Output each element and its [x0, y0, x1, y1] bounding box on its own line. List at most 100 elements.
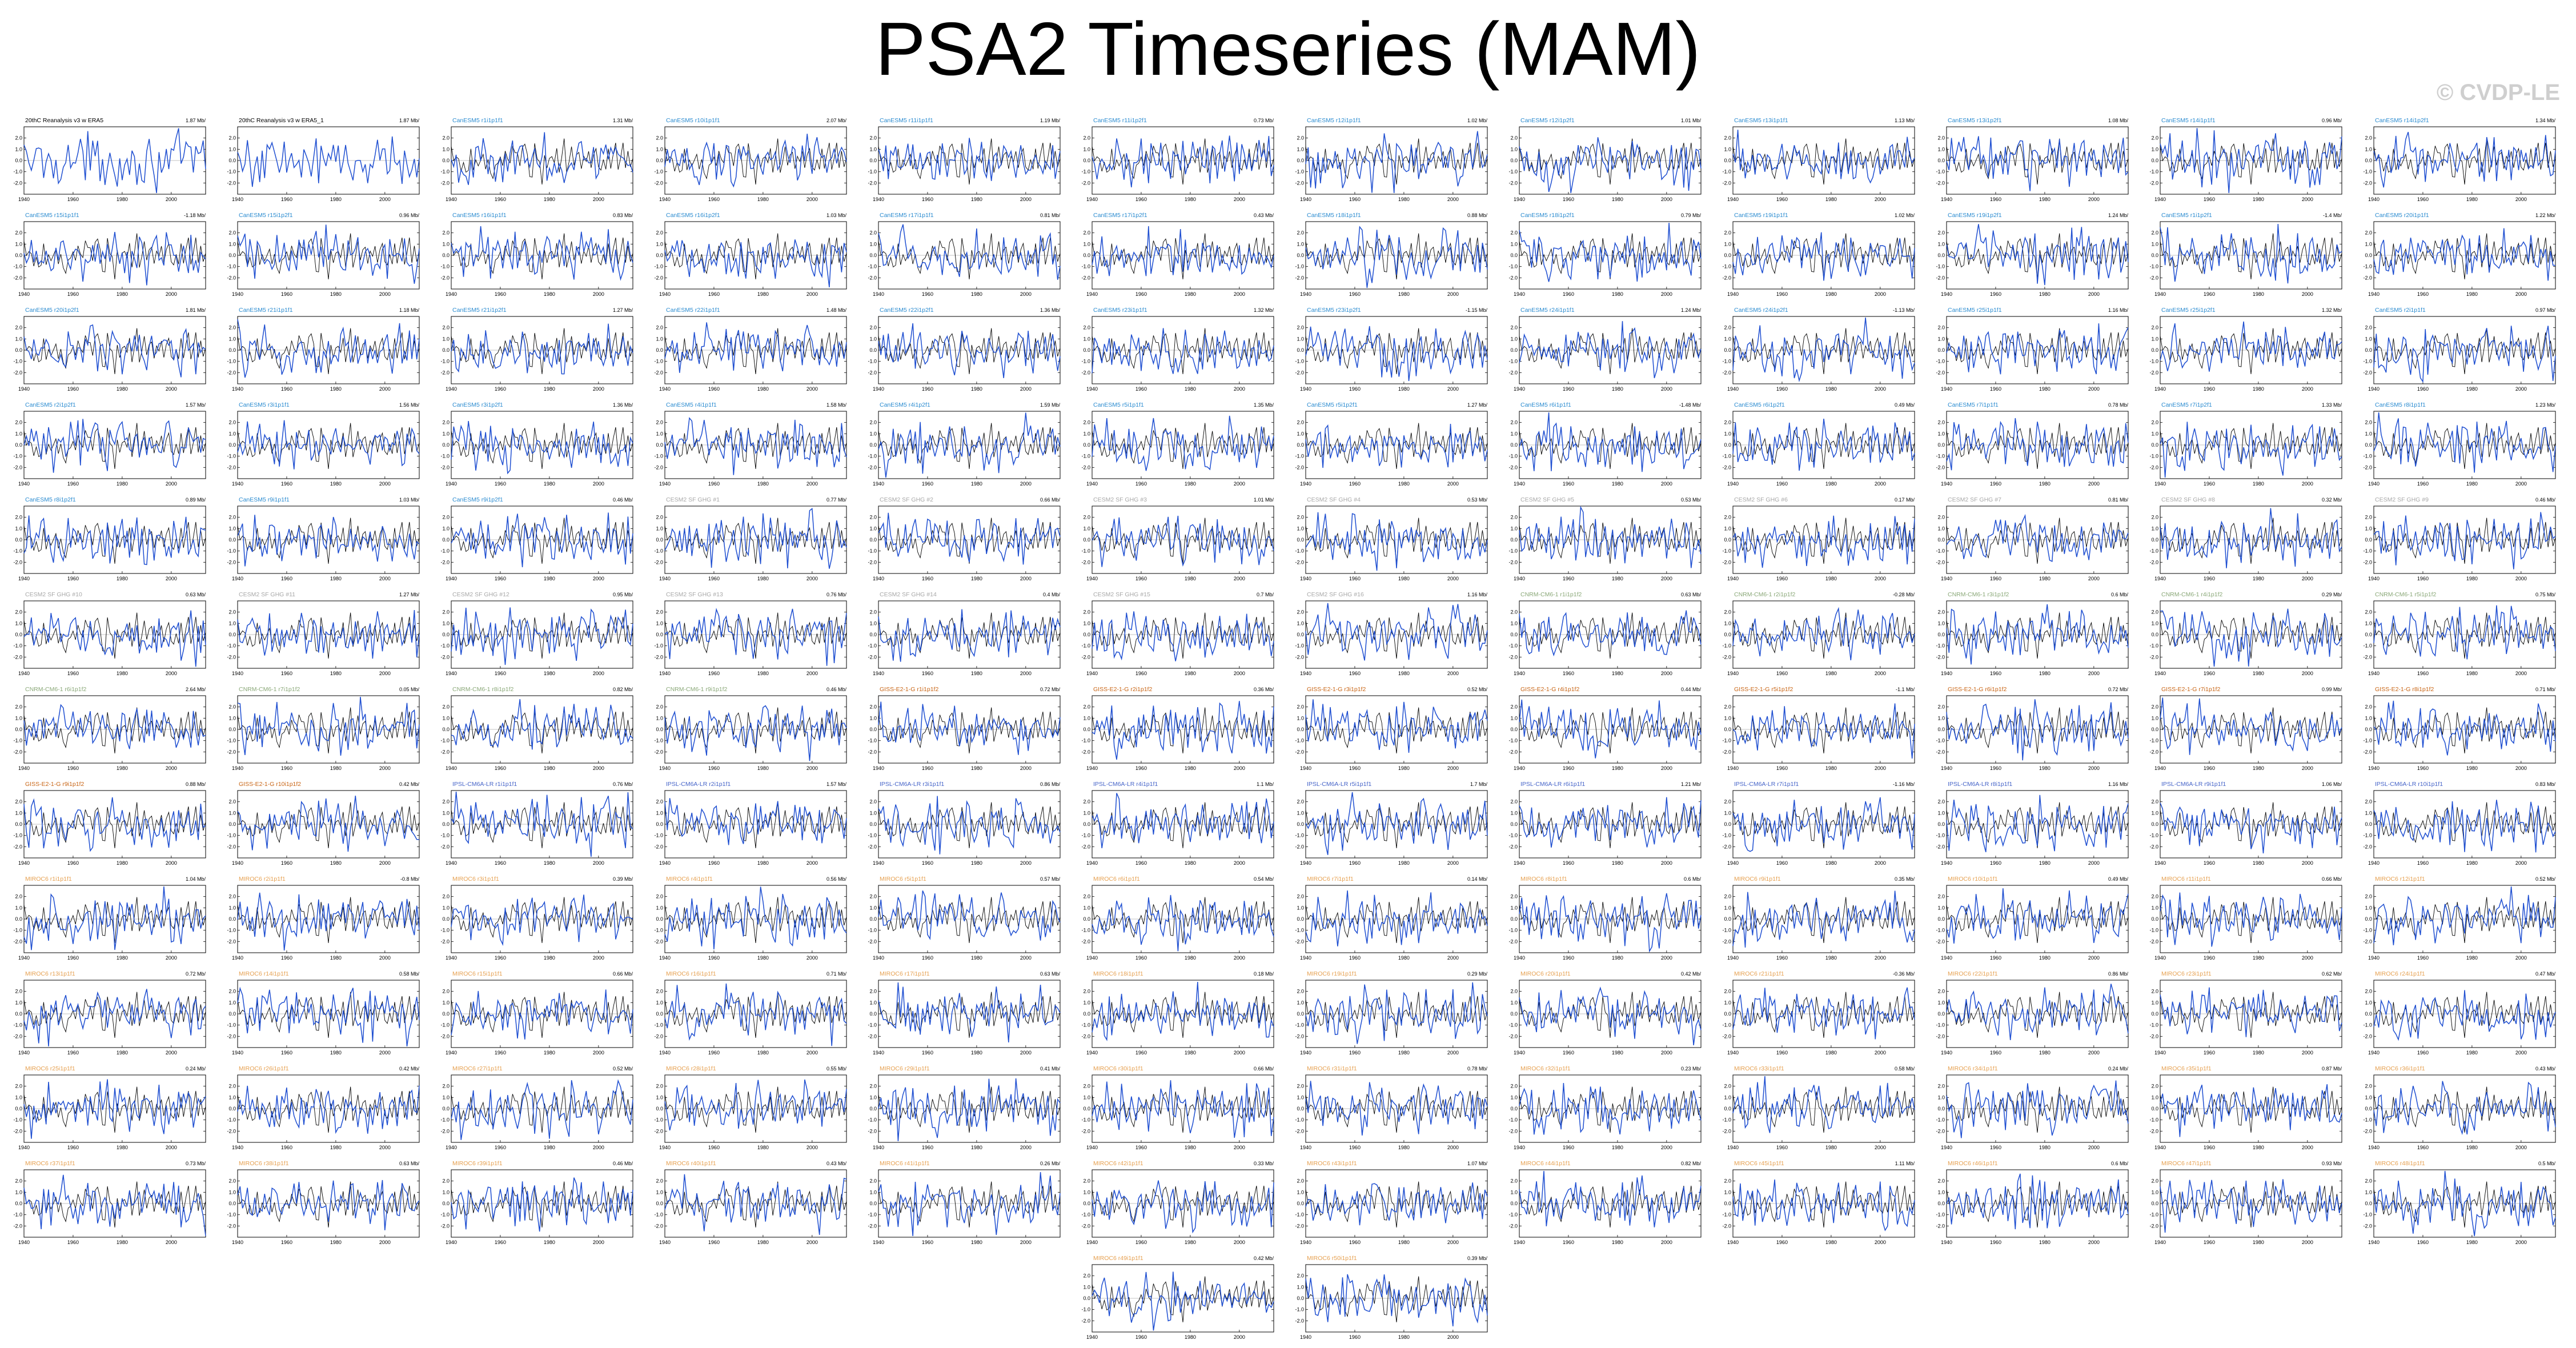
x-tick-label: 2000	[379, 1145, 391, 1150]
y-tick-label: 0.0	[656, 252, 663, 258]
panel-title: GISS-E2-1-G r1i1p1f2	[880, 686, 938, 693]
panel-stat: 0.26 Mb/	[1040, 1161, 1061, 1166]
y-tick-label: -1.0	[1081, 1117, 1090, 1123]
panel-title: CanESM5 r20i1p1f1	[2375, 212, 2429, 219]
y-tick-label: 2.0	[1937, 609, 1945, 615]
y-tick-label: 0.0	[1510, 1106, 1518, 1112]
y-tick-label: -1.0	[227, 643, 236, 649]
y-tick-label: 2.0	[228, 894, 236, 900]
x-tick-label: 1980	[757, 1145, 769, 1150]
x-tick-label: 1940	[446, 765, 457, 771]
y-tick-label: -1.0	[13, 833, 22, 839]
x-tick-label: 1940	[2154, 1239, 2166, 1245]
panel: MIROC6 r50i1p1f1 0.39 Mb/2.01.00.0-1.0-2.…	[1295, 1255, 1488, 1340]
observed-series-line	[2160, 138, 2342, 185]
model-series-line	[451, 1079, 633, 1140]
panel-title: CanESM5 r25i1p1f1	[1948, 307, 2002, 314]
y-tick-label: 0.0	[1297, 1011, 1304, 1017]
panel: MIROC6 r47i1p1f1 0.93 Mb/2.01.00.0-1.0-2.…	[2149, 1160, 2342, 1245]
model-series-line	[1092, 328, 1274, 374]
x-tick-label: 1940	[659, 860, 671, 866]
x-tick-label: 1980	[757, 1050, 769, 1056]
y-tick-label: -2.0	[2363, 464, 2372, 470]
x-tick-label: 1960	[1563, 196, 1574, 202]
panel: CNRM-CM6-1 r2i1p1f2 -0.28 Mb/2.01.00.0-1.…	[1722, 591, 1915, 676]
y-tick-label: 2.0	[656, 894, 663, 900]
y-tick-label: 2.0	[15, 135, 22, 141]
x-tick-label: 1940	[1086, 1239, 1098, 1245]
x-tick-label: 1940	[446, 1050, 457, 1056]
panel-stat: 1.07 Mb/	[1467, 1161, 1488, 1166]
model-series-line	[2160, 508, 2342, 568]
x-tick-label: 1960	[495, 765, 506, 771]
x-tick-label: 2000	[1020, 1239, 1032, 1245]
y-tick-label: 2.0	[15, 799, 22, 805]
x-tick-label: 1980	[2253, 765, 2264, 771]
y-tick-label: -1.0	[1295, 643, 1304, 649]
y-tick-label: 0.0	[1083, 252, 1090, 258]
y-tick-label: 2.0	[442, 894, 450, 900]
panel-stat: 0.63 Mb/	[186, 592, 206, 597]
x-tick-label: 2000	[2088, 196, 2100, 202]
observed-series-line	[237, 517, 420, 564]
observed-series-line	[878, 897, 1061, 944]
model-series-line	[2160, 987, 2342, 1037]
panel: GISS-E2-1-G r8i1p1f2 0.71 Mb/2.01.00.0-1.…	[2363, 686, 2556, 771]
x-tick-label: 1940	[659, 196, 671, 202]
observed-series-line	[1946, 897, 2129, 944]
panel: IPSL-CM6A-LR r4i1p1f1 1.1 Mb/2.01.00.0-1.…	[1081, 781, 1274, 866]
y-tick-label: 0.0	[1510, 1201, 1518, 1206]
x-tick-label: 1980	[971, 196, 982, 202]
x-tick-label: 2000	[2088, 860, 2100, 866]
panel-stat: 0.49 Mb/	[1895, 402, 1915, 408]
observed-series-line	[451, 612, 633, 659]
x-tick-label: 1940	[1514, 481, 1525, 487]
observed-series-line	[451, 138, 633, 185]
panel-stat: 1.1 Mb/	[1257, 781, 1274, 787]
x-tick-label: 1940	[1086, 196, 1098, 202]
observed-series-line	[2373, 233, 2556, 280]
observed-series-line	[237, 1181, 420, 1228]
panel-title: CanESM5 r2i1p1f1	[2375, 307, 2426, 314]
y-tick-label: 1.0	[1510, 810, 1518, 816]
y-tick-label: 0.0	[442, 347, 450, 353]
x-tick-label: 1960	[67, 386, 79, 392]
panel-title: MIROC6 r39i1p1f1	[452, 1160, 503, 1167]
y-tick-label: 0.0	[1083, 1295, 1090, 1301]
observed-series-line	[2160, 233, 2342, 280]
y-tick-label: -1.0	[1936, 1212, 1945, 1218]
x-tick-label: 1940	[2154, 1145, 2166, 1150]
x-tick-label: 1980	[117, 671, 128, 676]
x-tick-label: 1940	[446, 671, 457, 676]
panel: CanESM5 r19i1p2f1 1.24 Mb/2.01.00.0-1.0-2…	[1936, 212, 2129, 297]
panel-title: MIROC6 r13i1p1f1	[25, 970, 75, 977]
x-tick-label: 1940	[2368, 860, 2380, 866]
x-tick-label: 1980	[2253, 1239, 2264, 1245]
x-tick-label: 1980	[757, 765, 769, 771]
x-tick-label: 1960	[1776, 481, 1788, 487]
model-series-line	[237, 696, 420, 756]
y-tick-label: 2.0	[1297, 1178, 1304, 1184]
y-tick-label: 0.0	[869, 1106, 877, 1112]
x-tick-label: 1960	[281, 765, 292, 771]
panel-stat: 0.24 Mb/	[2108, 1066, 2129, 1072]
y-tick-label: -1.0	[654, 1022, 663, 1028]
y-tick-label: 0.0	[228, 442, 236, 448]
y-tick-label: 1.0	[1297, 1284, 1304, 1290]
observed-series-line	[664, 1181, 847, 1228]
model-series-line	[664, 134, 847, 188]
x-tick-label: 1960	[2204, 291, 2215, 297]
panel: CanESM5 r22i1p2f1 1.36 Mb/2.01.00.0-1.0-2…	[868, 307, 1061, 392]
panel-title: GISS-E2-1-G r2i1p1f2	[1093, 686, 1152, 693]
x-tick-label: 2000	[1020, 576, 1032, 581]
panel-title: MIROC6 r31i1p1f1	[1307, 1065, 1357, 1072]
x-tick-label: 1960	[1776, 576, 1788, 581]
y-tick-label: 2.0	[228, 704, 236, 710]
y-tick-label: -2.0	[2363, 654, 2372, 660]
x-tick-label: 1940	[873, 671, 884, 676]
y-tick-label: 2.0	[869, 704, 877, 710]
x-tick-label: 1980	[757, 386, 769, 392]
panel-stat: 0.54 Mb/	[1254, 876, 1274, 882]
x-tick-label: 1960	[67, 481, 79, 487]
panel-title: CESM2 SF GHG #3	[1093, 496, 1147, 503]
